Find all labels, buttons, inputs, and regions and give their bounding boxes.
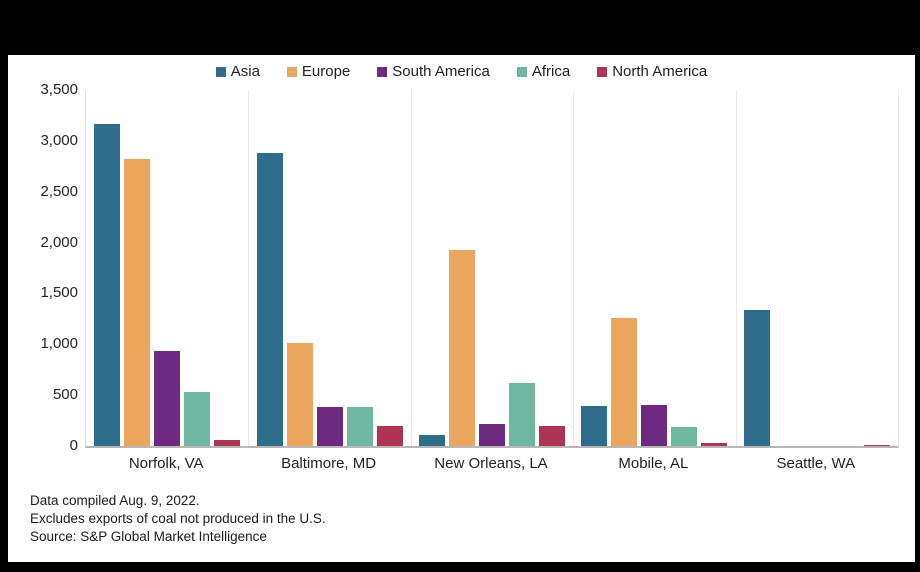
y-axis-tick-labels: 0 500 1,000 1,500 2,000 2,500 3,000 3,500	[8, 55, 78, 562]
bar-north-america	[214, 439, 241, 446]
bar-group-new-orleans-la	[411, 90, 573, 446]
bar-group-norfolk-va	[86, 90, 248, 446]
category-separator-gridline	[248, 90, 250, 446]
bar-africa	[509, 382, 536, 446]
legend-label: North America	[612, 63, 708, 80]
legend-swatch-icon	[377, 66, 388, 77]
footnote-line: Excludes exports of coal not produced in…	[30, 511, 326, 526]
bar-south-america	[154, 351, 181, 446]
bar-europe	[124, 159, 151, 446]
bar-asia	[743, 309, 770, 446]
footnote-line: Source: S&P Global Market Intelligence	[30, 529, 267, 544]
bar-europe	[611, 317, 638, 446]
x-axis-label: Seattle, WA	[776, 455, 856, 472]
bar-group-seattle-wa	[736, 90, 898, 446]
bar-groups	[86, 90, 898, 446]
y-tick-label: 3,000	[40, 131, 78, 149]
y-tick-label: 1,500	[40, 284, 78, 302]
bar-group-baltimore-md	[248, 90, 410, 446]
bar-africa	[671, 426, 698, 446]
bar-europe	[449, 249, 476, 446]
bar-north-america	[863, 445, 890, 446]
footnote-block: Data compiled Aug. 9, 2022. Excludes expo…	[30, 492, 326, 546]
bar-africa	[346, 407, 373, 446]
legend-label: South America	[392, 63, 490, 80]
category-separator-gridline	[410, 90, 412, 446]
x-axis-category-labels: Norfolk, VA Baltimore, MD New Orleans, LA M…	[85, 455, 897, 477]
chart-legend: Asia Europe South America Africa North Ameri…	[8, 63, 915, 80]
footnote-line: Data compiled Aug. 9, 2022.	[30, 493, 200, 508]
bar-south-america	[316, 406, 343, 446]
legend-label: Africa	[531, 63, 571, 80]
bar-south-america	[641, 405, 668, 446]
y-tick-label: 0	[69, 437, 78, 454]
y-tick-label: 2,000	[40, 233, 78, 251]
legend-item-africa: Africa	[516, 63, 571, 80]
bar-north-america	[539, 425, 566, 446]
legend-swatch-icon	[597, 66, 608, 77]
x-axis-label: New Orleans, LA	[434, 455, 548, 472]
bar-africa	[184, 392, 211, 446]
x-axis-label: Mobile, AL	[618, 455, 689, 472]
y-tick-label: 3,500	[40, 81, 78, 98]
category-separator-gridline	[735, 90, 737, 446]
bar-north-america	[376, 425, 403, 446]
legend-label: Asia	[230, 63, 260, 80]
category-separator-gridline	[573, 90, 575, 446]
bar-asia	[419, 434, 446, 446]
bar-asia	[94, 123, 121, 446]
legend-item-europe: Europe	[286, 63, 351, 80]
chart-card: Asia Europe South America Africa North Ameri…	[8, 55, 915, 562]
legend-label: Europe	[301, 63, 351, 80]
y-tick-label: 500	[52, 386, 78, 404]
legend-item-asia: Asia	[215, 63, 260, 80]
bar-asia	[256, 153, 283, 446]
legend-swatch-icon	[516, 66, 527, 77]
y-tick-label: 2,500	[40, 182, 78, 200]
x-axis-label: Norfolk, VA	[128, 455, 204, 472]
plot-area	[85, 90, 899, 448]
y-tick-label: 1,000	[40, 335, 78, 353]
legend-swatch-icon	[215, 66, 226, 77]
bar-south-america	[479, 423, 506, 446]
legend-item-south-america: South America	[377, 63, 490, 80]
legend-swatch-icon	[286, 66, 297, 77]
bar-group-mobile-al	[573, 90, 735, 446]
legend-item-north-america: North America	[597, 63, 707, 80]
bar-north-america	[701, 442, 728, 446]
bar-europe	[286, 343, 313, 446]
bar-asia	[581, 406, 608, 446]
x-axis-label: Baltimore, MD	[281, 455, 377, 472]
